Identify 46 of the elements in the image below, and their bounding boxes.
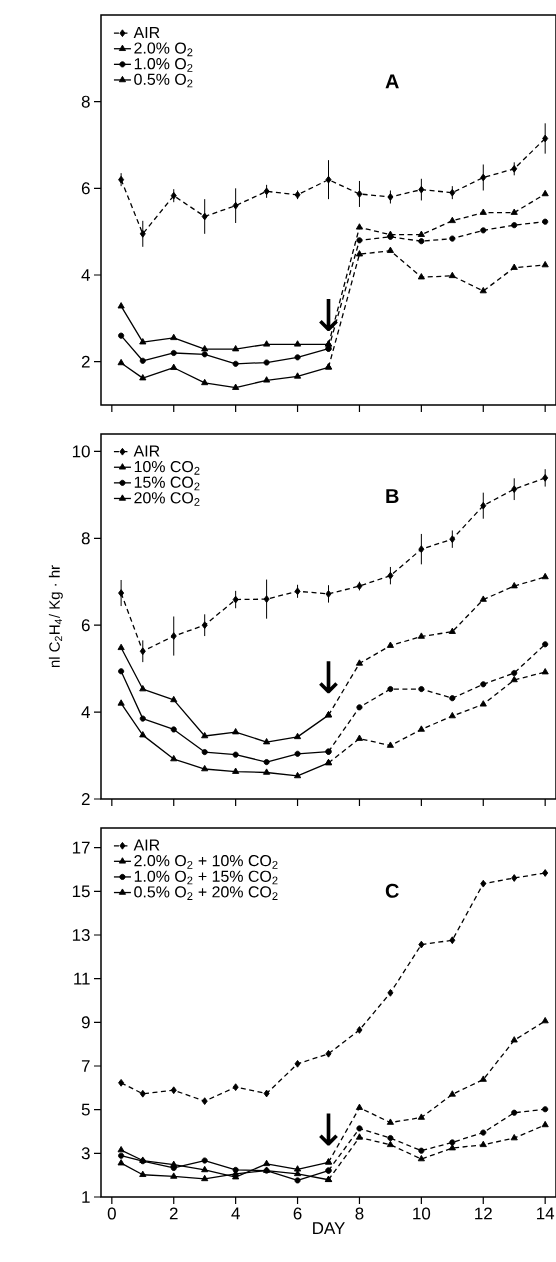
text: C [385,883,399,898]
y-tick-label: 2 [81,355,90,368]
y-tick-label: 5 [81,1103,90,1116]
legend-label: 2.0% O$_{2}$ [134,42,193,57]
text: A [385,74,399,89]
legend-label: 10% CO$_{2}$ [134,460,200,475]
y-tick-label: 4 [81,269,90,281]
y-tick-label: 2 [81,793,90,805]
y-tick-label: 9 [81,1016,90,1029]
legend-label: 20% CO$_{2}$ [134,492,200,506]
x-tick-label: 12 [475,1207,492,1220]
y-tick-label: 15 [72,885,90,898]
legend-label: 15% CO$_{2}$ [134,476,200,491]
legend-label: AIR [133,445,160,457]
y-tick-label: 6 [81,619,90,632]
annotation: ↓ [319,661,338,694]
legend-label: 0.5% O$_{2}$ + 20% CO$_{2}$ [134,886,278,900]
x-tick-label: 8 [355,1207,364,1220]
y-tick-label: 13 [72,928,90,941]
legend-label: 1.0% O$_{2}$ [134,58,193,72]
legend-label: 2.0% O$_{2}$ + 10% CO$_{2}$ [134,855,278,869]
x-tick-label: 0 [107,1207,116,1220]
x-tick-label: 10 [413,1207,431,1220]
y-tick-label: 10 [72,445,90,458]
y-tick-label: 4 [81,706,90,718]
y-tick-label: 6 [81,182,90,195]
annotation: ↓ [319,298,338,332]
legend-label: AIR [133,839,160,851]
y-tick-label: 8 [81,95,90,108]
x-axis-title: DAY [313,1222,345,1234]
x-tick-label: 6 [293,1207,302,1220]
text: B [386,489,399,503]
x-tick-label: 14 [537,1207,555,1220]
y-tick-label: 11 [74,972,90,985]
y-axis-title: nl C$_{2}$H$_{4}$/ Kg · hr [48,565,63,668]
y-tick-label: 7 [81,1060,90,1072]
y-tick-label: 17 [72,841,90,854]
legend-label: 0.5% O$_{2}$ [134,73,193,88]
legend-label: 1.0% O$_{2}$ + 15% CO$_{2}$ [134,870,278,885]
y-tick-label: 8 [81,532,90,545]
y-tick-label: 1 [82,1191,90,1203]
annotation: ↓ [319,1113,338,1146]
y-tick-label: 3 [81,1147,90,1160]
x-tick-label: 4 [231,1207,240,1220]
x-tick-label: 2 [169,1207,178,1220]
legend-label: AIR [133,26,160,38]
